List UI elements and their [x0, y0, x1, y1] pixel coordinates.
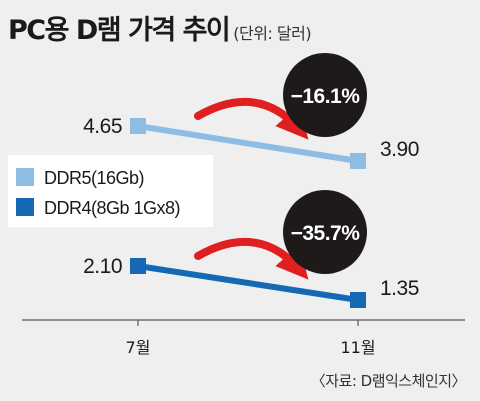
x-tick-label: 11월 — [340, 338, 375, 357]
data-label: 1.35 — [380, 277, 419, 300]
data-point — [130, 118, 146, 134]
series-line — [137, 263, 359, 303]
legend-box — [8, 155, 213, 227]
change-bubble — [283, 190, 367, 274]
data-label: 2.10 — [83, 255, 122, 278]
series-line — [137, 123, 359, 164]
legend-label: DDR5(16Gb) — [44, 168, 144, 188]
legend-swatch — [16, 168, 34, 186]
change-label: −16.1% — [291, 85, 361, 108]
data-point — [350, 292, 366, 308]
change-arrow — [194, 237, 309, 280]
change-bubble — [283, 53, 367, 137]
data-point — [130, 258, 146, 274]
legend-swatch — [16, 198, 34, 216]
change-arrow — [194, 97, 309, 140]
legend-label: DDR4(8Gb 1Gx8) — [44, 198, 180, 218]
data-label: 4.65 — [83, 115, 122, 138]
source-note: 〈자료: D램익스체인지〉 — [310, 372, 467, 390]
title-row: PC용 D램 가격 추이 (단위: 달러) — [8, 8, 312, 47]
change-label: −35.7% — [291, 222, 361, 245]
unit-label: (단위: 달러) — [233, 24, 312, 43]
chart-title: PC용 D램 가격 추이 — [8, 15, 231, 46]
x-tick-label: 7월 — [126, 338, 151, 357]
data-label: 3.90 — [380, 138, 419, 161]
data-point — [350, 153, 366, 169]
